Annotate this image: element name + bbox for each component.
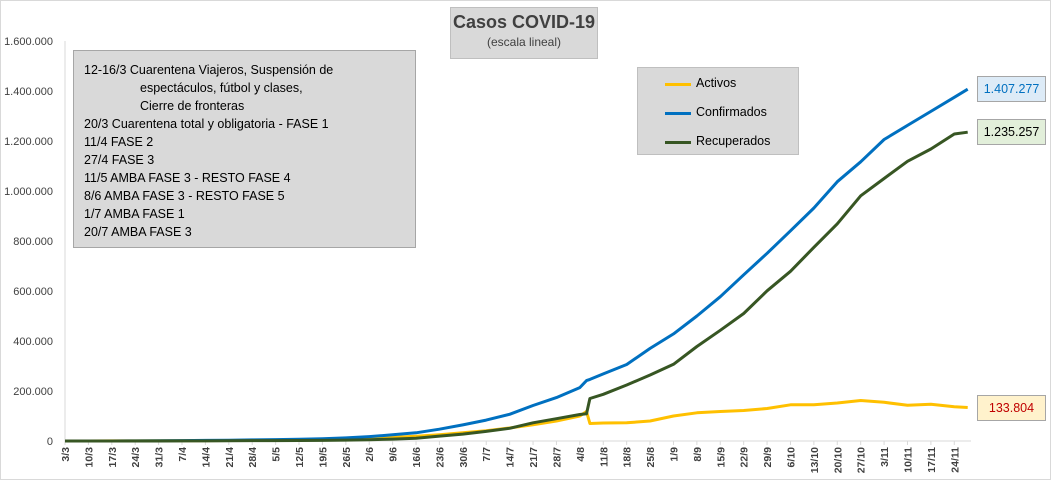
x-tick-label: 21/4: [224, 447, 236, 468]
x-tick-label: 10/11: [902, 447, 914, 473]
y-tick-label: 800.000: [13, 236, 53, 248]
x-tick-label: 15/9: [715, 447, 727, 468]
x-tick-label: 26/5: [341, 447, 353, 468]
x-tick-label: 28/7: [551, 447, 563, 468]
legend-item: Activos: [638, 74, 798, 94]
x-tick-label: 11/8: [598, 447, 610, 467]
x-tick-label: 23/6: [434, 447, 446, 468]
chart-subtitle: (escala lineal): [486, 35, 562, 49]
legend-item: Recuperados: [638, 132, 798, 152]
legend-label: Activos: [696, 76, 737, 90]
x-tick-label: 29/9: [762, 447, 774, 468]
legend-label: Recuperados: [696, 134, 771, 148]
annotation-line: espectáculos, fútbol y clases,: [140, 81, 303, 95]
x-tick-label: 9/6: [388, 447, 400, 462]
annotations-box: 12-16/3 Cuarentena Viajeros, Suspensión …: [73, 50, 416, 248]
y-tick-label: 200.000: [13, 386, 53, 398]
annotation-line: 12-16/3 Cuarentena Viajeros, Suspensión …: [84, 63, 334, 77]
legend-item: Confirmados: [638, 103, 798, 123]
x-tick-label: 6/10: [785, 447, 797, 468]
y-tick-label: 1.000.000: [4, 186, 53, 198]
y-tick-label: 600.000: [13, 286, 53, 298]
x-tick-label: 30/6: [458, 447, 470, 468]
x-tick-label: 13/10: [809, 447, 821, 473]
annotation-line: 20/3 Cuarentena total y obligatoria - FA…: [84, 117, 329, 131]
x-tick-label: 3/11: [879, 447, 891, 467]
y-tick-label: 0: [47, 436, 53, 448]
y-tick-label: 1.400.000: [4, 86, 53, 98]
x-tick-label: 19/5: [317, 447, 329, 468]
x-tick-label: 10/3: [83, 447, 95, 468]
x-tick-label: 16/6: [411, 447, 423, 468]
annotation-line: 11/5 AMBA FASE 3 - RESTO FASE 4: [84, 171, 291, 185]
legend-label: Confirmados: [696, 105, 767, 119]
annotation-line: 27/4 FASE 3: [84, 153, 155, 167]
annotation-line: 8/6 AMBA FASE 3 - RESTO FASE 5: [84, 189, 285, 203]
end-value-label: 133.804: [977, 395, 1046, 421]
x-tick-label: 24/11: [949, 447, 961, 473]
x-tick-label: 31/3: [154, 447, 166, 468]
x-tick-label: 4/8: [575, 447, 587, 462]
x-tick-label: 17/3: [107, 447, 119, 468]
x-tick-label: 2/6: [364, 447, 376, 462]
chart-title: Casos COVID-19: [452, 12, 596, 32]
y-tick-label: 1.200.000: [4, 136, 53, 148]
x-tick-label: 27/10: [856, 447, 868, 473]
x-tick-label: 21/7: [528, 447, 540, 468]
x-tick-label: 12/5: [294, 447, 306, 468]
annotation-line: 11/4 FASE 2: [84, 135, 154, 149]
x-tick-label: 24/3: [130, 447, 142, 468]
x-tick-label: 18/8: [622, 447, 634, 468]
annotation-line: 1/7 AMBA FASE 1: [84, 207, 185, 221]
x-tick-label: 25/8: [645, 447, 657, 468]
x-tick-label: 1/9: [668, 447, 680, 462]
chart-title-box: Casos COVID-19 (escala lineal): [450, 7, 598, 59]
legend-swatch: [665, 83, 691, 86]
x-tick-label: 22/9: [739, 447, 751, 468]
series-line-activos: [65, 399, 968, 443]
x-tick-label: 14/7: [505, 447, 517, 468]
x-tick-label: 14/4: [200, 447, 212, 468]
legend-swatch: [665, 112, 691, 115]
annotation-line: Cierre de fronteras: [140, 99, 245, 113]
x-tick-label: 8/9: [692, 447, 704, 462]
end-value-label: 1.235.257: [977, 119, 1046, 145]
y-tick-label: 1.600.000: [4, 36, 53, 48]
x-tick-label: 17/11: [926, 447, 938, 473]
annotation-line: 20/7 AMBA FASE 3: [84, 225, 192, 239]
x-tick-label: 28/4: [247, 447, 259, 468]
legend: Activos Confirmados Recuperados: [637, 67, 799, 155]
x-tick-label: 3/3: [60, 447, 72, 462]
end-value-label: 1.407.277: [977, 76, 1046, 102]
series-line-recuperados: [65, 130, 968, 443]
x-tick-label: 7/7: [481, 447, 493, 462]
x-tick-label: 20/10: [832, 447, 844, 473]
legend-swatch: [665, 141, 691, 144]
x-tick-label: 5/5: [271, 447, 283, 462]
x-tick-label: 7/4: [177, 447, 189, 462]
y-tick-label: 400.000: [13, 336, 53, 348]
